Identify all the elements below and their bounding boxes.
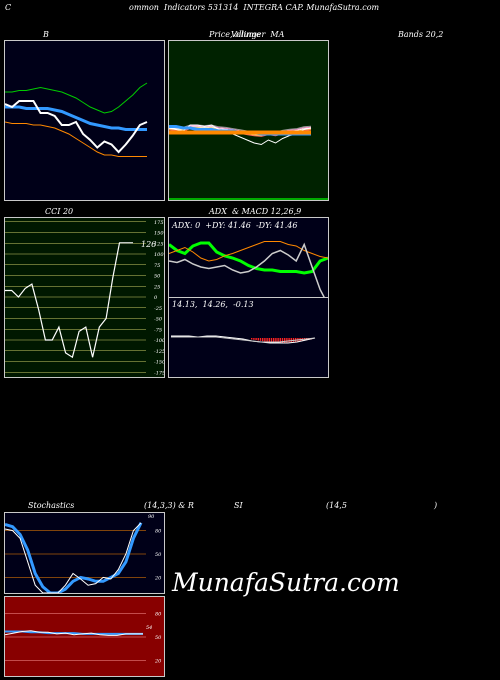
cci-tick-label: -100	[154, 338, 164, 344]
bbands-title: B	[43, 30, 49, 39]
macd-histogram-bar	[266, 338, 268, 342]
cci-panel: 175 150 125 100 75 50 25 0 -25 -50 -75 -100 -125 -150…	[4, 217, 165, 378]
cci-title: CCI 20	[45, 207, 74, 216]
rsi-tick-label: 50	[155, 635, 162, 641]
macd-histogram-bar	[288, 338, 290, 343]
cci-tick-label: 100	[154, 252, 164, 258]
cci-tick-label: -125	[154, 349, 164, 355]
macd-histogram-bar	[275, 338, 277, 343]
cci-tick-label: -75	[154, 327, 162, 333]
stoch-tick-label: 80	[155, 529, 162, 535]
price-ma-title-c: ollinger MA	[234, 30, 285, 39]
cci-tick-label: -25	[154, 306, 162, 312]
price-ma-panel	[168, 40, 329, 201]
price-ma-title-b: Volume	[231, 30, 261, 39]
macd-values: 14.13, 14.26, -0.13	[172, 300, 254, 309]
macd-histogram-bar	[284, 338, 286, 343]
adx-panel: ADX: 0 +DY: 41.46 -DY: 41.46	[168, 217, 329, 298]
rsi-chart: 80 50 20	[5, 612, 162, 664]
cci-tick-label: 150	[154, 231, 164, 237]
rsi-line	[5, 630, 143, 636]
header-left: C	[5, 3, 12, 12]
stochastics-panel: 80 50 20 90	[4, 512, 165, 594]
stoch-title-b: (14,3,3) & R	[144, 501, 194, 510]
bb-upper-line	[5, 82, 148, 114]
pma-price-line	[169, 124, 312, 146]
cci-tick-label: 175	[154, 220, 164, 226]
macd-histogram-bar	[264, 338, 266, 342]
bollinger-panel	[4, 40, 165, 201]
rsi-tick-label: 20	[154, 658, 162, 664]
rsi-tick-label: 80	[155, 612, 162, 618]
cci-value-label: 126	[141, 240, 157, 249]
macd-signal-line	[171, 336, 316, 343]
cci-tick-label: 75	[154, 263, 160, 269]
header-title: ommon Indicators 531314 INTEGRA CAP. Mun…	[129, 3, 380, 12]
adx-minus-dy-line	[169, 242, 325, 297]
macd-histogram-bar	[277, 338, 279, 343]
stoch-tick-label: 20	[154, 575, 162, 581]
bands-title: Bands 20,2	[398, 30, 444, 39]
stoch-title-c: SI	[234, 501, 243, 510]
cci-line	[5, 242, 133, 359]
bb-price-line	[5, 100, 148, 154]
cci-tick-label: 0	[154, 295, 158, 301]
stoch-tick-label: 50	[155, 552, 162, 558]
stoch-k-line	[5, 522, 142, 593]
macd-histogram-bar	[268, 338, 270, 342]
macd-histogram-bar	[290, 338, 292, 343]
watermark: MunafaSutra.com	[172, 568, 400, 597]
macd-histogram-bar	[279, 338, 281, 343]
rsi-panel: 80 50 20 54	[4, 596, 165, 677]
bb-lower-line	[5, 121, 147, 157]
price-ma-chart	[169, 124, 328, 200]
cci-tick-label: -50	[154, 317, 163, 323]
adx-adx-line	[169, 241, 328, 275]
adx-values: ADX: 0 +DY: 41.46 -DY: 41.46	[172, 221, 298, 230]
stoch-d-line	[5, 522, 143, 593]
rsi-value-label: 54	[146, 625, 153, 631]
macd-histogram-bar	[281, 338, 284, 343]
cci-tick-label: 125	[154, 241, 164, 247]
adx-title: ADX & MACD 12,26,9	[209, 207, 302, 216]
macd-histogram-bar	[253, 338, 255, 340]
cci-tick-label: -150	[154, 360, 164, 366]
macd-histogram-bar	[251, 338, 253, 340]
macd-histogram-bar	[262, 338, 264, 342]
price-ma-title-a: Price,	[209, 30, 233, 39]
macd-panel: 14.13, 14.26, -0.13	[168, 297, 329, 378]
macd-histogram-bar	[273, 338, 275, 343]
stochastics-chart: 80 50 20	[5, 522, 162, 593]
stoch-title-a: Stochastics	[28, 501, 75, 510]
cci-tick-label: -175	[154, 370, 164, 376]
stoch-value-label: 90	[148, 514, 155, 520]
macd-histogram-bar	[259, 338, 262, 341]
stoch-title-d: (14,5	[326, 501, 347, 510]
adx-chart	[169, 241, 328, 297]
cci-chart: 175 150 125 100 75 50 25 0 -25 -50 -75 -100 -125 -150…	[5, 220, 164, 376]
cci-tick-label: 25	[153, 284, 160, 290]
bb-middle-line	[5, 105, 147, 131]
bollinger-chart	[5, 82, 148, 157]
macd-histogram-bar	[255, 338, 257, 341]
macd-histogram-bar	[257, 338, 259, 341]
rsi-ma-line	[5, 630, 143, 635]
macd-chart	[171, 335, 316, 344]
cci-tick-label: 50	[154, 274, 161, 280]
macd-histogram-bar	[270, 338, 273, 343]
stoch-title-e: )	[434, 501, 438, 510]
macd-histogram-bar	[286, 338, 288, 343]
